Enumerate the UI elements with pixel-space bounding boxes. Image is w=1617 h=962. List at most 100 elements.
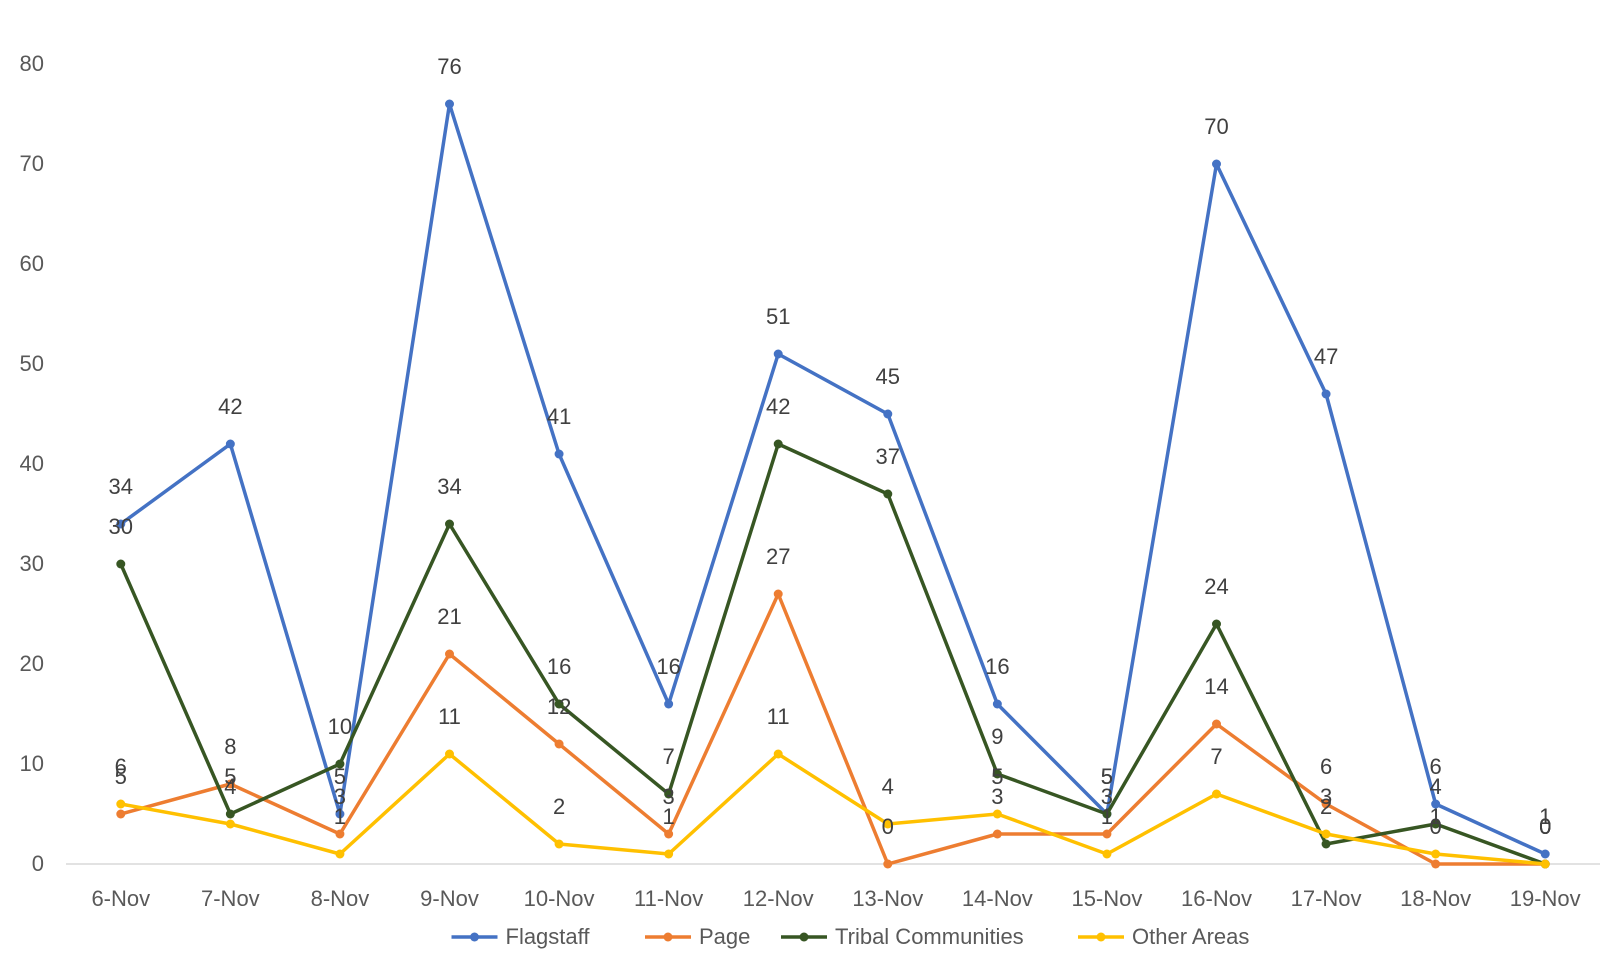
data-point bbox=[1212, 789, 1221, 799]
data-point bbox=[116, 519, 126, 529]
x-tick-label: 13-Nov bbox=[852, 886, 923, 911]
legend-item: Other Areas bbox=[1078, 924, 1249, 949]
y-tick-label: 10 bbox=[20, 751, 44, 776]
data-point bbox=[664, 829, 674, 839]
data-point bbox=[1212, 719, 1221, 729]
legend-item: Tribal Communities bbox=[781, 924, 1024, 949]
data-point bbox=[1212, 619, 1221, 629]
data-label: 24 bbox=[1204, 574, 1228, 599]
data-point bbox=[883, 409, 893, 419]
data-point bbox=[1321, 389, 1331, 399]
data-label: 11 bbox=[767, 704, 790, 729]
data-label: 21 bbox=[437, 604, 461, 629]
legend-label: Tribal Communities bbox=[835, 924, 1024, 949]
data-label: 5 bbox=[334, 764, 346, 789]
data-point bbox=[225, 819, 235, 829]
data-label: 51 bbox=[766, 304, 790, 329]
data-label: 1 bbox=[1539, 804, 1551, 829]
legend-swatch-marker bbox=[470, 932, 479, 942]
data-label: 10 bbox=[328, 714, 352, 739]
data-label: 3 bbox=[334, 784, 346, 809]
data-label: 27 bbox=[766, 544, 790, 569]
data-label: 41 bbox=[547, 404, 571, 429]
data-label: 37 bbox=[876, 444, 900, 469]
y-tick-label: 40 bbox=[20, 451, 44, 476]
y-tick-label: 30 bbox=[20, 551, 44, 576]
data-point bbox=[1321, 799, 1331, 809]
data-point bbox=[1102, 829, 1112, 839]
legend-label: Other Areas bbox=[1132, 924, 1249, 949]
data-point bbox=[992, 699, 1002, 709]
data-label: 5 bbox=[1101, 764, 1113, 789]
data-label: 30 bbox=[109, 514, 133, 539]
data-point bbox=[1102, 809, 1112, 819]
legend-label: Page bbox=[699, 924, 750, 949]
series-line-other-areas bbox=[119, 752, 1547, 866]
y-tick-label: 50 bbox=[20, 351, 44, 376]
data-point bbox=[116, 799, 126, 809]
data-label: 42 bbox=[766, 394, 790, 419]
data-label: 3 bbox=[1101, 784, 1113, 809]
legend-item: Page bbox=[645, 924, 750, 949]
x-tick-label: 16-Nov bbox=[1181, 886, 1252, 911]
data-point bbox=[1431, 849, 1441, 859]
legend: Flagstaff Page Tribal Communities Other Are… bbox=[451, 924, 1249, 949]
data-label: 6 bbox=[1320, 754, 1332, 779]
data-label: 1 bbox=[663, 804, 675, 829]
data-point bbox=[335, 849, 345, 859]
data-point bbox=[773, 439, 783, 449]
data-label: 4 bbox=[224, 774, 236, 799]
data-label: 1 bbox=[334, 804, 346, 829]
data-point bbox=[225, 439, 235, 449]
data-point bbox=[1540, 859, 1550, 869]
y-tick-label: 70 bbox=[20, 151, 44, 176]
data-point bbox=[773, 749, 783, 759]
data-point bbox=[992, 769, 1002, 779]
data-point bbox=[554, 449, 564, 459]
data-point bbox=[554, 739, 564, 749]
series-line-flagstaff bbox=[119, 102, 1547, 856]
x-tick-label: 12-Nov bbox=[743, 886, 814, 911]
data-label: 6 bbox=[115, 754, 127, 779]
y-tick-label: 60 bbox=[20, 251, 44, 276]
data-label: 70 bbox=[1204, 114, 1228, 139]
data-point bbox=[335, 829, 345, 839]
data-point bbox=[335, 809, 345, 819]
data-label: 0 bbox=[1539, 814, 1551, 839]
y-tick-label: 80 bbox=[20, 51, 44, 76]
data-point bbox=[116, 559, 126, 569]
data-point bbox=[664, 849, 674, 859]
data-point bbox=[883, 819, 893, 829]
data-point bbox=[1212, 159, 1221, 169]
data-label: 5 bbox=[224, 764, 236, 789]
x-tick-label: 10-Nov bbox=[524, 886, 595, 911]
data-label: 42 bbox=[218, 394, 242, 419]
x-tick-label: 18-Nov bbox=[1400, 886, 1471, 911]
data-label: 11 bbox=[438, 704, 461, 729]
data-label: 45 bbox=[876, 364, 900, 389]
data-label: 76 bbox=[437, 54, 461, 79]
data-point bbox=[1431, 819, 1441, 829]
x-tick-label: 14-Nov bbox=[962, 886, 1033, 911]
data-label: 0 bbox=[882, 814, 894, 839]
data-label: 34 bbox=[109, 474, 133, 499]
data-label: 16 bbox=[547, 654, 571, 679]
x-tick-label: 9-Nov bbox=[420, 886, 479, 911]
data-point bbox=[445, 519, 454, 529]
data-label: 8 bbox=[224, 734, 236, 759]
data-point bbox=[883, 489, 893, 499]
x-tick-label: 15-Nov bbox=[1071, 886, 1142, 911]
data-point bbox=[773, 589, 783, 599]
data-point bbox=[883, 859, 893, 869]
y-tick-label: 0 bbox=[32, 851, 44, 876]
data-label: 9 bbox=[991, 724, 1003, 749]
data-point bbox=[773, 349, 783, 359]
data-label: 2 bbox=[553, 794, 565, 819]
data-label: 0 bbox=[1430, 814, 1442, 839]
data-point bbox=[335, 759, 345, 769]
data-point bbox=[1431, 799, 1441, 809]
